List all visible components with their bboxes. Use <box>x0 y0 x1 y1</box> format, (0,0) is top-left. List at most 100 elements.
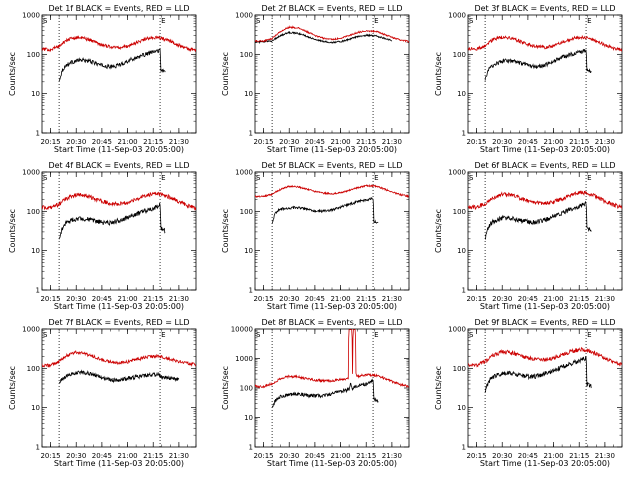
y-tick-label: 1 <box>462 287 466 295</box>
y-axis-label: Counts/sec <box>8 52 17 96</box>
y-axis-label: Counts/sec <box>221 209 230 253</box>
start-marker-label: S <box>469 17 474 25</box>
end-marker-label: E <box>374 331 378 339</box>
start-marker-label: S <box>256 174 261 182</box>
panel-title: Det 3f BLACK = Events, RED = LLD <box>474 4 615 13</box>
series-lld-line <box>468 346 622 368</box>
x-tick-label: 20:15 <box>253 295 273 303</box>
plot-frame <box>254 328 410 448</box>
y-axis-label: Counts/sec <box>221 52 230 96</box>
start-marker-label: S <box>256 331 261 339</box>
y-tick-label: 1000 <box>235 12 253 20</box>
series-events-line <box>271 378 379 409</box>
y-tick-label: 1000 <box>22 326 40 334</box>
start-marker-label: S <box>469 174 474 182</box>
series-lld-line <box>468 34 622 52</box>
y-tick-label: 1000 <box>448 169 466 177</box>
x-axis-label: Start Time (11-Sep-03 20:05:00) <box>54 459 184 468</box>
x-tick-label: 21:30 <box>169 452 189 460</box>
y-tick-label: 100 <box>240 208 253 216</box>
x-tick-label: 20:45 <box>92 452 112 460</box>
panel-title: Det 5f BLACK = Events, RED = LLD <box>261 161 402 170</box>
panel-det-8f: Det 8f BLACK = Events, RED = LLD 1 10 100 10… <box>221 318 410 468</box>
end-marker-label: E <box>374 17 378 25</box>
x-tick-label: 20:15 <box>466 295 486 303</box>
y-tick-label: 100 <box>27 208 40 216</box>
y-tick-label: 100 <box>240 51 253 59</box>
y-axis-label: Counts/sec <box>8 209 17 253</box>
x-tick-label: 20:45 <box>92 295 112 303</box>
panel-det-4f: Det 4f BLACK = Events, RED = LLD 1 10 100 10… <box>8 161 197 311</box>
x-tick-label: 20:45 <box>92 138 112 146</box>
panel-det-5f: Det 5f BLACK = Events, RED = LLD 1 10 100 10… <box>221 161 410 311</box>
x-tick-label: 21:15 <box>356 452 376 460</box>
panel-title: Det 9f BLACK = Events, RED = LLD <box>474 318 615 327</box>
series-lld-line <box>255 183 409 198</box>
x-tick-label: 20:30 <box>66 138 86 146</box>
y-tick-label: 1 <box>462 130 466 138</box>
x-tick-label: 20:30 <box>492 138 512 146</box>
y-tick-label: 1 <box>36 130 40 138</box>
x-tick-label: 20:30 <box>279 295 299 303</box>
plot-frame <box>41 328 197 448</box>
end-marker-label: E <box>161 174 165 182</box>
y-tick-label: 1 <box>249 287 253 295</box>
x-tick-label: 21:15 <box>143 452 163 460</box>
series-events-line <box>271 196 379 225</box>
x-tick-label: 21:30 <box>169 295 189 303</box>
series-events-line <box>59 369 180 384</box>
x-tick-label: 21:00 <box>117 138 137 146</box>
x-tick-label: 20:45 <box>305 452 325 460</box>
x-tick-label: 21:00 <box>117 295 137 303</box>
end-marker-label: E <box>587 17 591 25</box>
y-tick-label: 100 <box>240 385 253 393</box>
x-tick-label: 21:00 <box>330 295 350 303</box>
y-tick-label: 1000 <box>22 12 40 20</box>
x-tick-label: 20:15 <box>40 138 60 146</box>
plot-frame <box>467 328 623 448</box>
y-tick-label: 100 <box>453 51 466 59</box>
y-tick-label: 1 <box>249 444 253 452</box>
y-tick-label: 10 <box>457 404 466 412</box>
start-marker-label: S <box>43 17 48 25</box>
x-tick-label: 21:30 <box>382 452 402 460</box>
x-tick-label: 20:30 <box>279 138 299 146</box>
x-tick-label: 21:00 <box>543 295 563 303</box>
x-tick-label: 21:30 <box>169 138 189 146</box>
y-tick-label: 1000 <box>448 326 466 334</box>
x-axis-label: Start Time (11-Sep-03 20:05:00) <box>267 145 397 154</box>
end-marker-label: E <box>587 174 591 182</box>
x-tick-label: 20:30 <box>492 452 512 460</box>
end-marker-label: E <box>587 331 591 339</box>
y-tick-label: 1 <box>249 130 253 138</box>
x-tick-label: 20:30 <box>66 295 86 303</box>
x-axis-label: Start Time (11-Sep-03 20:05:00) <box>480 145 610 154</box>
y-tick-label: 10 <box>244 90 253 98</box>
y-tick-label: 1 <box>36 287 40 295</box>
x-tick-label: 21:30 <box>382 138 402 146</box>
x-tick-label: 20:15 <box>253 452 273 460</box>
y-axis-label: Counts/sec <box>434 366 443 410</box>
x-tick-label: 20:30 <box>492 295 512 303</box>
panel-det-9f: Det 9f BLACK = Events, RED = LLD 1 10 100 10… <box>434 318 623 468</box>
panel-title: Det 1f BLACK = Events, RED = LLD <box>48 4 189 13</box>
panel-title: Det 6f BLACK = Events, RED = LLD <box>474 161 615 170</box>
x-tick-label: 21:00 <box>330 138 350 146</box>
plot-frame <box>467 14 623 134</box>
x-tick-label: 21:00 <box>543 138 563 146</box>
panel-title: Det 7f BLACK = Events, RED = LLD <box>48 318 189 327</box>
y-tick-label: 10 <box>457 247 466 255</box>
x-tick-label: 21:00 <box>543 452 563 460</box>
y-tick-label: 1000 <box>22 169 40 177</box>
series-events-line <box>484 356 592 393</box>
y-axis-label: Counts/sec <box>221 366 230 410</box>
panel-det-7f: Det 7f BLACK = Events, RED = LLD 1 10 100 10… <box>8 318 197 468</box>
y-tick-label: 100 <box>453 208 466 216</box>
series-lld-line <box>468 190 622 210</box>
x-axis-label: Start Time (11-Sep-03 20:05:00) <box>480 459 610 468</box>
panel-title: Det 4f BLACK = Events, RED = LLD <box>48 161 189 170</box>
x-tick-label: 20:15 <box>466 138 486 146</box>
x-axis-label: Start Time (11-Sep-03 20:05:00) <box>54 302 184 311</box>
y-tick-label: 10 <box>31 247 40 255</box>
